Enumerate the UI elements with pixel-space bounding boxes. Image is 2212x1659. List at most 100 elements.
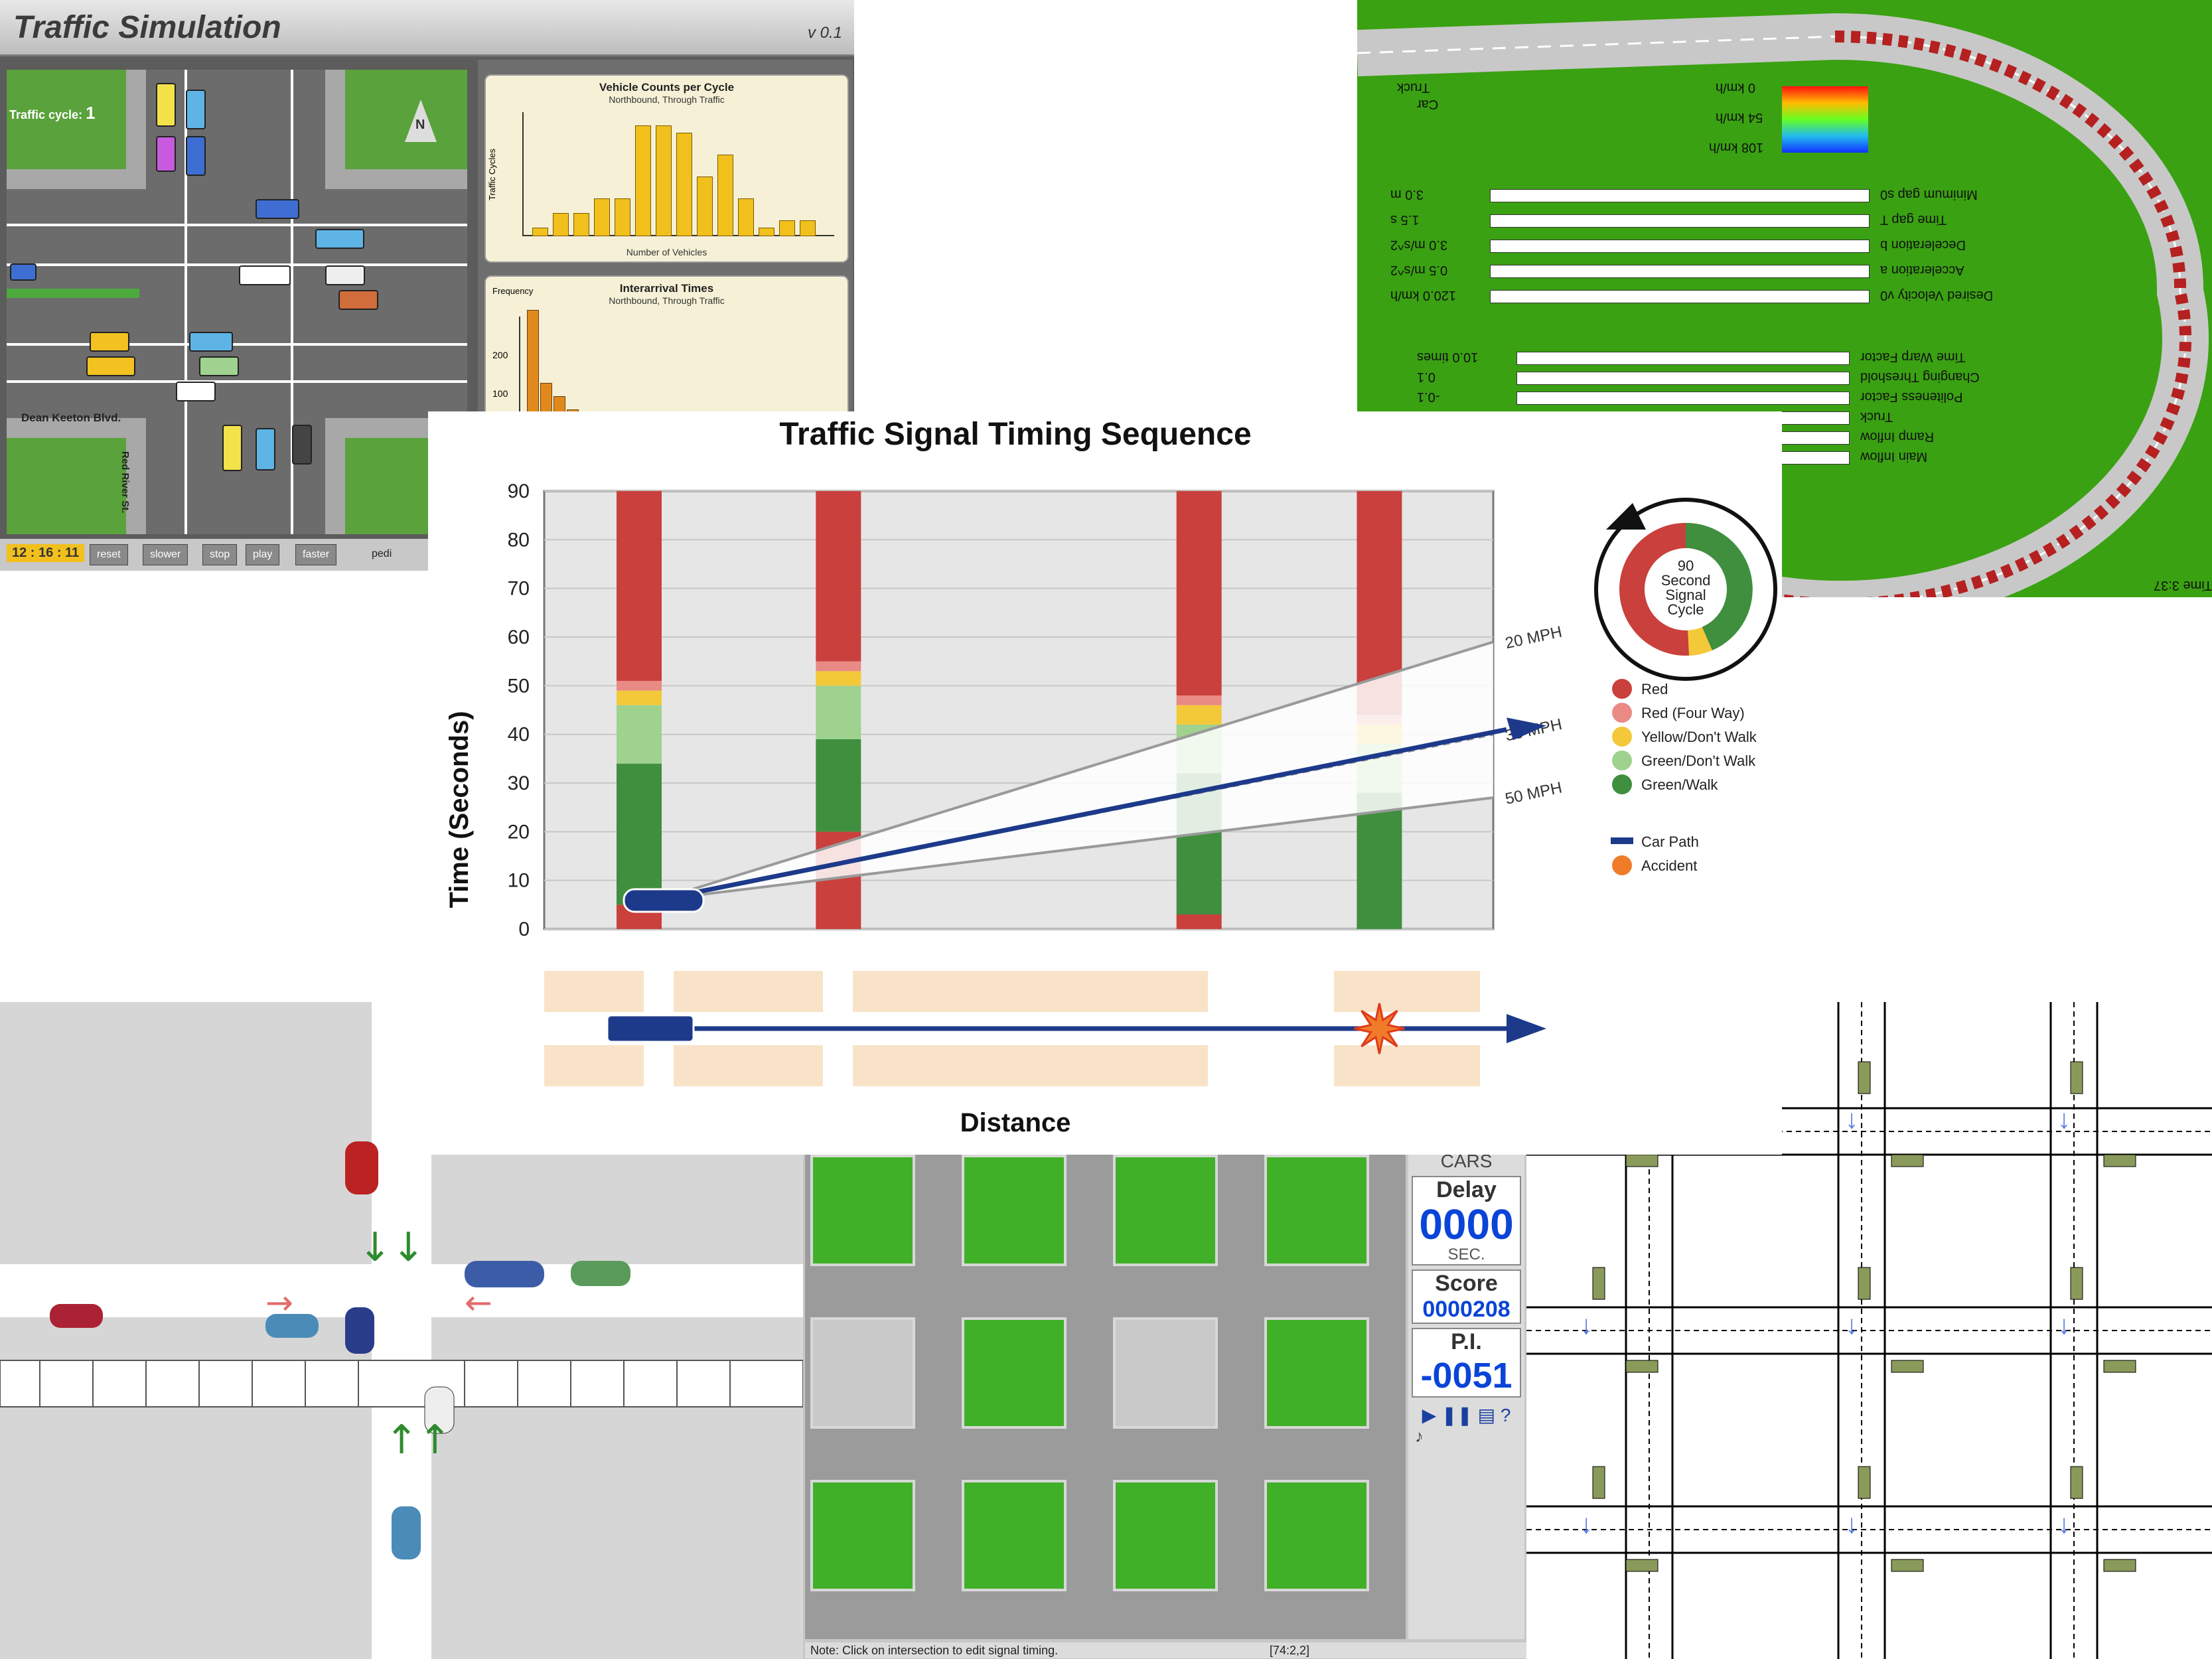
signal-phase-segment [816,685,861,739]
sec-label: SEC. [1447,1246,1485,1263]
chart-icon[interactable]: ▤ [1477,1405,1496,1425]
street-label-red-river: Red River St. [119,451,131,514]
parameter-value: 3.0 m [1390,187,1424,202]
svg-text:→: → [265,1283,293,1322]
slower-button[interactable]: slower [143,544,188,565]
version-label: v 0.1 [807,24,842,42]
chart-subtitle: Northbound, Through Traffic [609,94,725,105]
play-icon[interactable]: ▶ [1422,1405,1437,1425]
signal-phase-segment [1176,705,1222,725]
svg-text:←: ← [465,1283,492,1322]
vehicle [156,136,176,172]
legend-label: Yellow/Don't Walk [1641,729,1757,745]
status-bar: Note: Click on intersection to edit sign… [805,1642,1526,1658]
vehicle [239,265,291,285]
signal-timing-chart: Traffic Signal Timing Sequence Time (Sec… [428,411,1782,1155]
parameter-slider[interactable] [1490,189,1870,202]
city-block [810,1317,915,1429]
lane-marking [7,380,467,383]
parameter-value: 0.1 [1417,370,1436,384]
signal-phase-segment [816,739,861,832]
y-tick-label: 10 [508,870,530,892]
arrow-icon: ↓ [2057,1105,2071,1134]
play-button[interactable]: play [246,544,280,565]
parameter-slider[interactable] [1490,265,1870,278]
pause-icon[interactable]: ❚❚ [1441,1405,1473,1425]
parameter-slider[interactable] [1490,240,1870,253]
signal-phase-segment [1357,792,1402,929]
street-label-dean-keeton: Dean Keeton Blvd. [21,411,121,424]
traffic-signal-icon [1625,1360,1659,1373]
signal-phase-segment [816,661,861,672]
histogram-bar [573,213,589,236]
stop-button[interactable]: stop [202,544,238,565]
traffic-signal-icon [1625,1154,1659,1167]
vehicle [86,356,135,376]
svg-text:↓↓: ↓↓ [358,1224,425,1271]
car-icon [606,1014,695,1043]
parameter-label: Main Inflow [1860,449,1928,464]
signal-phase-segment [816,491,861,662]
parameter-label: Ramp Inflow [1860,429,1935,444]
parameter-label: Politeness Factor [1860,390,1963,404]
vehicle-counts-chart: Vehicle Counts per Cycle Northbound, Thr… [484,74,849,263]
traffic-signal-icon [2070,1061,2083,1094]
ring-road-simulation: 0 km/h 54 km/h 108 km/h Truck Car Minimu… [1357,0,2212,597]
pi-value: -0051 [1420,1356,1512,1396]
cycle-readout: Traffic cycle: 1 [9,103,96,123]
speed-line [658,640,1494,901]
histogram-bar [800,220,816,236]
city-block [674,1045,823,1086]
city-block [544,1045,644,1086]
traffic-signal-icon [2070,1267,2083,1300]
x-axis-label: Number of Vehicles [626,247,707,257]
arrow-icon: ↓ [1845,1311,1858,1340]
lane-marking [7,224,467,226]
y-tick: 100 [492,388,508,399]
histogram-bar [656,125,672,236]
vehicle [90,332,129,352]
sound-icon[interactable]: ♪ [1415,1426,1424,1446]
car-icon [623,888,705,913]
city-grid[interactable] [805,1148,1406,1639]
traffic-signal-icon [1858,1061,1871,1094]
city-block [962,1155,1067,1266]
cursor-coords: [74:2,2] [1270,1644,1310,1657]
reset-button[interactable]: reset [90,544,128,565]
y-tick-label: 60 [508,626,530,648]
chart-title: Vehicle Counts per Cycle [599,81,735,94]
parameter-slider[interactable] [1516,372,1850,385]
help-icon[interactable]: ? [1500,1405,1511,1425]
signal-phase-segment [1176,695,1222,705]
cycle-label-line: Second [1661,572,1711,589]
parameter-slider[interactable] [1490,290,1870,303]
compass-label: N [415,117,425,132]
parameter-value: 3.0 m/s^2 [1390,238,1448,252]
vehicle [186,136,206,176]
y-axis-label: Traffic Cycles [487,149,497,201]
grass-block [7,438,126,534]
parameter-slider[interactable] [1490,214,1870,228]
x-axis-label: Distance [960,1108,1071,1137]
compass-icon [405,100,437,142]
parameter-slider[interactable] [1516,352,1850,365]
score-value: 0000208 [1422,1297,1511,1322]
vehicle [222,425,242,471]
speed-line-label: 20 MPH [1504,623,1564,652]
legend-swatch [1611,837,1633,844]
city-grid-game: CARS Delay 0000 SEC. Score 0000208 P.I. … [803,1148,1526,1659]
accident-icon [1354,1003,1405,1054]
city-block [810,1155,915,1266]
arrow-icon: ↓ [1845,1105,1858,1134]
y-tick-label: 80 [508,529,530,551]
intersection-map[interactable]: Traffic cycle: 1 N Dean Keeton Blvd. Red… [7,70,467,534]
legend-truck: Truck [1397,80,1430,95]
parameter-slider[interactable] [1516,392,1850,405]
vehicle [156,83,176,127]
faster-button[interactable]: faster [295,544,337,565]
pedestrian-toggle[interactable]: pedi [365,544,399,564]
legend-swatch [1612,727,1632,747]
car-path-arrowhead [1507,717,1546,741]
pi-label: P.I. [1451,1329,1482,1354]
